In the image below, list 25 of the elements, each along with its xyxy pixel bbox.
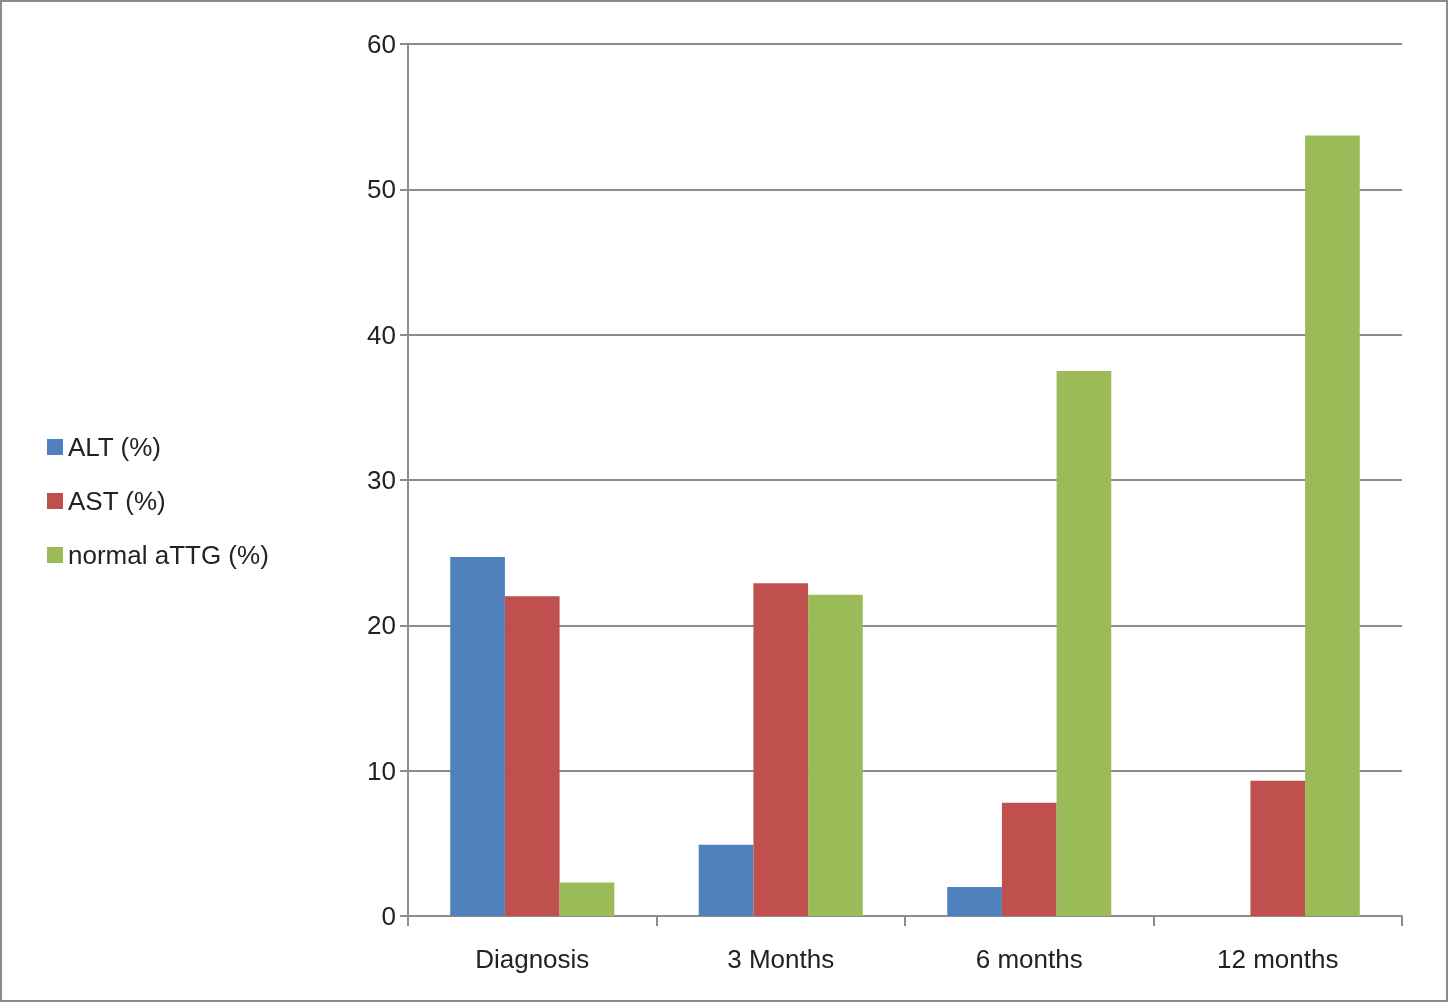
bar xyxy=(504,596,560,916)
x-tick-label: Diagnosis xyxy=(475,944,590,974)
bar xyxy=(698,844,754,916)
y-tick-label: 40 xyxy=(367,319,396,350)
bar xyxy=(753,583,809,916)
y-tick-label: 30 xyxy=(367,465,396,495)
bar xyxy=(947,886,1002,916)
bar xyxy=(1001,802,1057,916)
y-tick-label: 60 xyxy=(367,29,396,59)
x-tick-label: 3 Months xyxy=(727,944,835,974)
y-tick-label: 0 xyxy=(381,901,396,931)
y-tick-label: 10 xyxy=(367,755,396,786)
y-tick-label: 20 xyxy=(367,610,396,641)
bar xyxy=(1056,371,1112,916)
bar xyxy=(808,594,863,916)
bar xyxy=(559,882,615,916)
y-tick-label: 50 xyxy=(367,174,396,205)
bar xyxy=(1250,780,1306,916)
bar xyxy=(450,557,505,916)
legend-label: AST (%) xyxy=(68,486,166,516)
x-tick-label: 12 months xyxy=(1217,944,1339,974)
x-tick-label: 6 months xyxy=(975,944,1083,974)
legend-label: normal aTTG (%) xyxy=(68,540,269,570)
bar xyxy=(1305,135,1360,916)
legend-label: ALT (%) xyxy=(68,432,161,462)
